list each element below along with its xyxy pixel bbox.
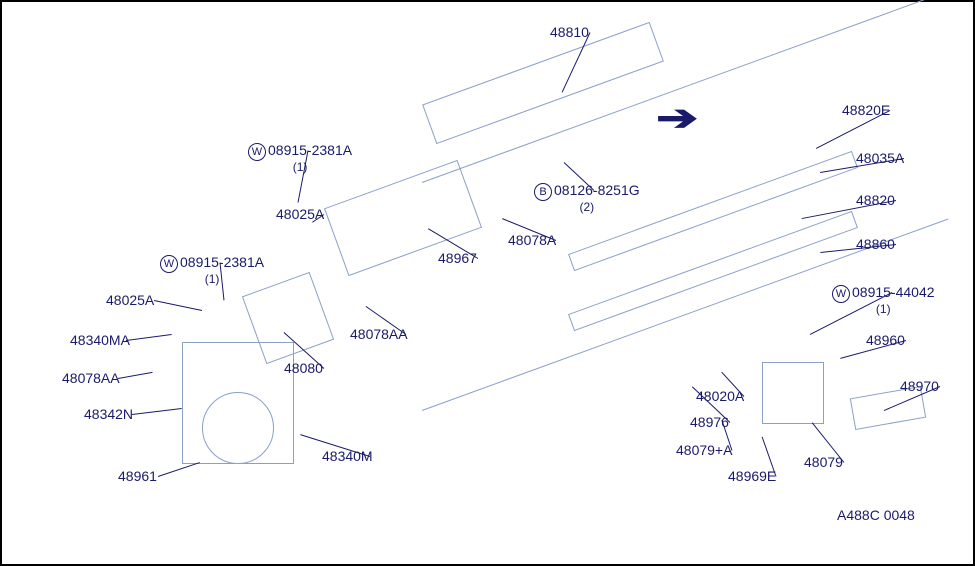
part-label-48340M: 48340M	[322, 448, 373, 464]
part-label-08126-8251G: B08126-8251G (2)	[534, 182, 640, 215]
part-number-text: 48967	[438, 250, 477, 266]
part-label-48961: 48961	[118, 468, 157, 484]
diagram-id: A488C 0048	[837, 507, 915, 523]
part-number-text: 48078AA	[62, 370, 120, 386]
part-label-08915-44042: W08915-44042(1)	[832, 284, 935, 317]
part-number-text: 48969E	[728, 468, 776, 484]
part-qty-text: (2)	[534, 201, 640, 215]
part-label-48079: 48079	[804, 454, 843, 470]
part-qty-text: (1)	[160, 273, 264, 287]
part-label-48025A-mid: 48025A	[106, 292, 154, 308]
leader-line	[118, 372, 152, 379]
part-number-text: 48079	[804, 454, 843, 470]
part-label-48340MA: 48340MA	[70, 332, 130, 348]
part-label-48820E: 48820E	[842, 102, 890, 118]
prefix-badge: W	[248, 143, 266, 161]
part-number-text: 48078A	[508, 232, 556, 248]
part-label-08915-2381A-top: W08915-2381A (1)	[248, 142, 352, 175]
detail-arrow-icon: ➔	[656, 97, 698, 139]
leader-line	[158, 462, 200, 477]
part-number-text: 48340MA	[70, 332, 130, 348]
diagram-canvas: ➔ A488C 0048 4881048820E48035A4882048860…	[0, 0, 975, 566]
part-number-text: 08915-2381A	[268, 142, 352, 158]
part-label-08915-2381A-mid: W08915-2381A (1)	[160, 254, 264, 287]
leader-line	[132, 408, 182, 415]
part-number-text: 48342N	[84, 406, 133, 422]
part-label-48967: 48967	[438, 250, 477, 266]
prefix-badge: W	[160, 255, 178, 273]
part-number-text: 48025A	[106, 292, 154, 308]
prefix-badge: W	[832, 285, 850, 303]
leader-line	[126, 334, 172, 341]
sketch-shape	[422, 22, 664, 144]
part-label-48078AA-l: 48078AA	[62, 370, 120, 386]
leader-line	[154, 300, 202, 311]
part-number-text: 48961	[118, 468, 157, 484]
sketch-shape	[568, 211, 858, 331]
part-number-text: 08915-44042	[852, 284, 935, 300]
part-number-text: 08126-8251G	[554, 182, 640, 198]
part-label-48342N: 48342N	[84, 406, 133, 422]
part-number-text: 48340M	[322, 448, 373, 464]
part-number-text: 48810	[550, 24, 589, 40]
part-label-48969E: 48969E	[728, 468, 776, 484]
part-number-text: 08915-2381A	[180, 254, 264, 270]
part-number-text: 48820E	[842, 102, 890, 118]
sketch-shape	[762, 362, 824, 424]
part-qty-text: (1)	[248, 161, 352, 175]
sketch-shape	[202, 392, 274, 464]
part-number-text: 48970	[900, 378, 939, 394]
part-label-48970: 48970	[900, 378, 939, 394]
part-label-48079+A: 48079+A	[676, 442, 732, 458]
part-label-48810: 48810	[550, 24, 589, 40]
prefix-badge: B	[534, 183, 552, 201]
part-number-text: 48079+A	[676, 442, 732, 458]
part-label-48078A: 48078A	[508, 232, 556, 248]
